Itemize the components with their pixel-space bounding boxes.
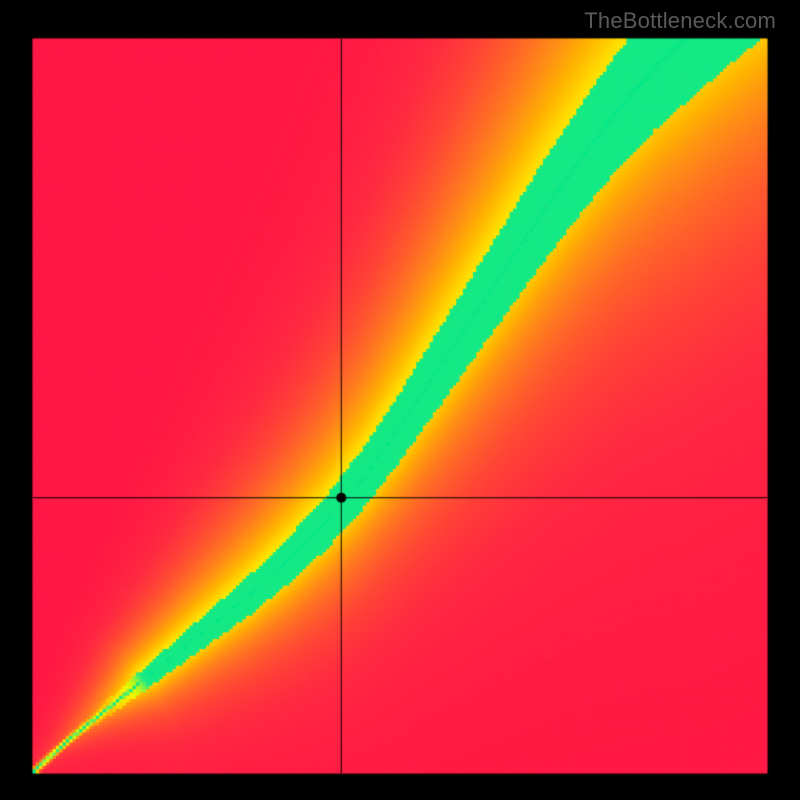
watermark-text: TheBottleneck.com (584, 8, 776, 34)
bottleneck-heatmap (0, 0, 800, 800)
